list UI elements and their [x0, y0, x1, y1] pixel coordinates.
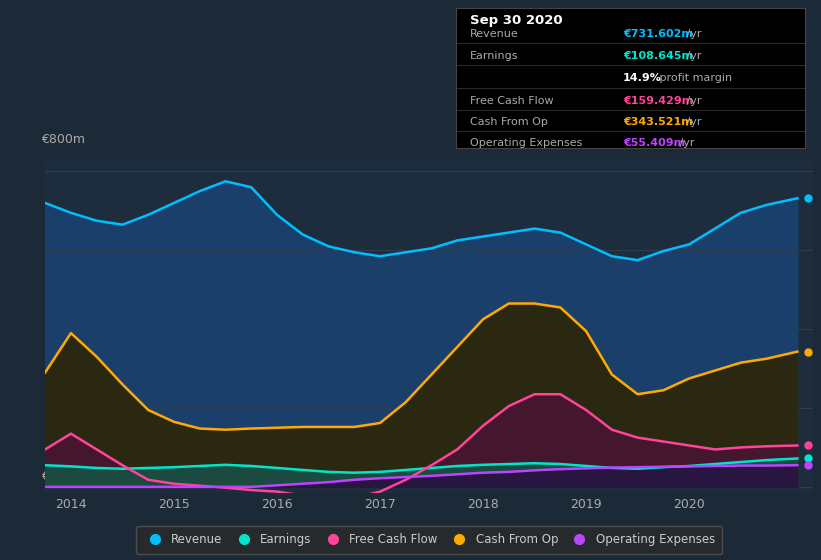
Text: 14.9%: 14.9%	[623, 73, 662, 83]
Text: €800m: €800m	[41, 133, 85, 146]
Text: €343.521m: €343.521m	[623, 117, 693, 127]
Text: Sep 30 2020: Sep 30 2020	[470, 14, 562, 27]
Text: profit margin: profit margin	[656, 73, 732, 83]
Text: /yr: /yr	[683, 29, 701, 39]
Text: €159.429m: €159.429m	[623, 96, 694, 106]
Text: €55.409m: €55.409m	[623, 138, 686, 148]
Text: Revenue: Revenue	[470, 29, 518, 39]
Text: /yr: /yr	[683, 96, 701, 106]
Text: €108.645m: €108.645m	[623, 51, 693, 61]
Text: Free Cash Flow: Free Cash Flow	[470, 96, 553, 106]
Legend: Revenue, Earnings, Free Cash Flow, Cash From Op, Operating Expenses: Revenue, Earnings, Free Cash Flow, Cash …	[135, 526, 722, 553]
Text: €731.602m: €731.602m	[623, 29, 693, 39]
Text: /yr: /yr	[683, 51, 701, 61]
Text: Earnings: Earnings	[470, 51, 518, 61]
Text: /yr: /yr	[677, 138, 695, 148]
Text: €0: €0	[41, 470, 57, 483]
Text: Cash From Op: Cash From Op	[470, 117, 548, 127]
Text: Operating Expenses: Operating Expenses	[470, 138, 582, 148]
Text: /yr: /yr	[683, 117, 701, 127]
